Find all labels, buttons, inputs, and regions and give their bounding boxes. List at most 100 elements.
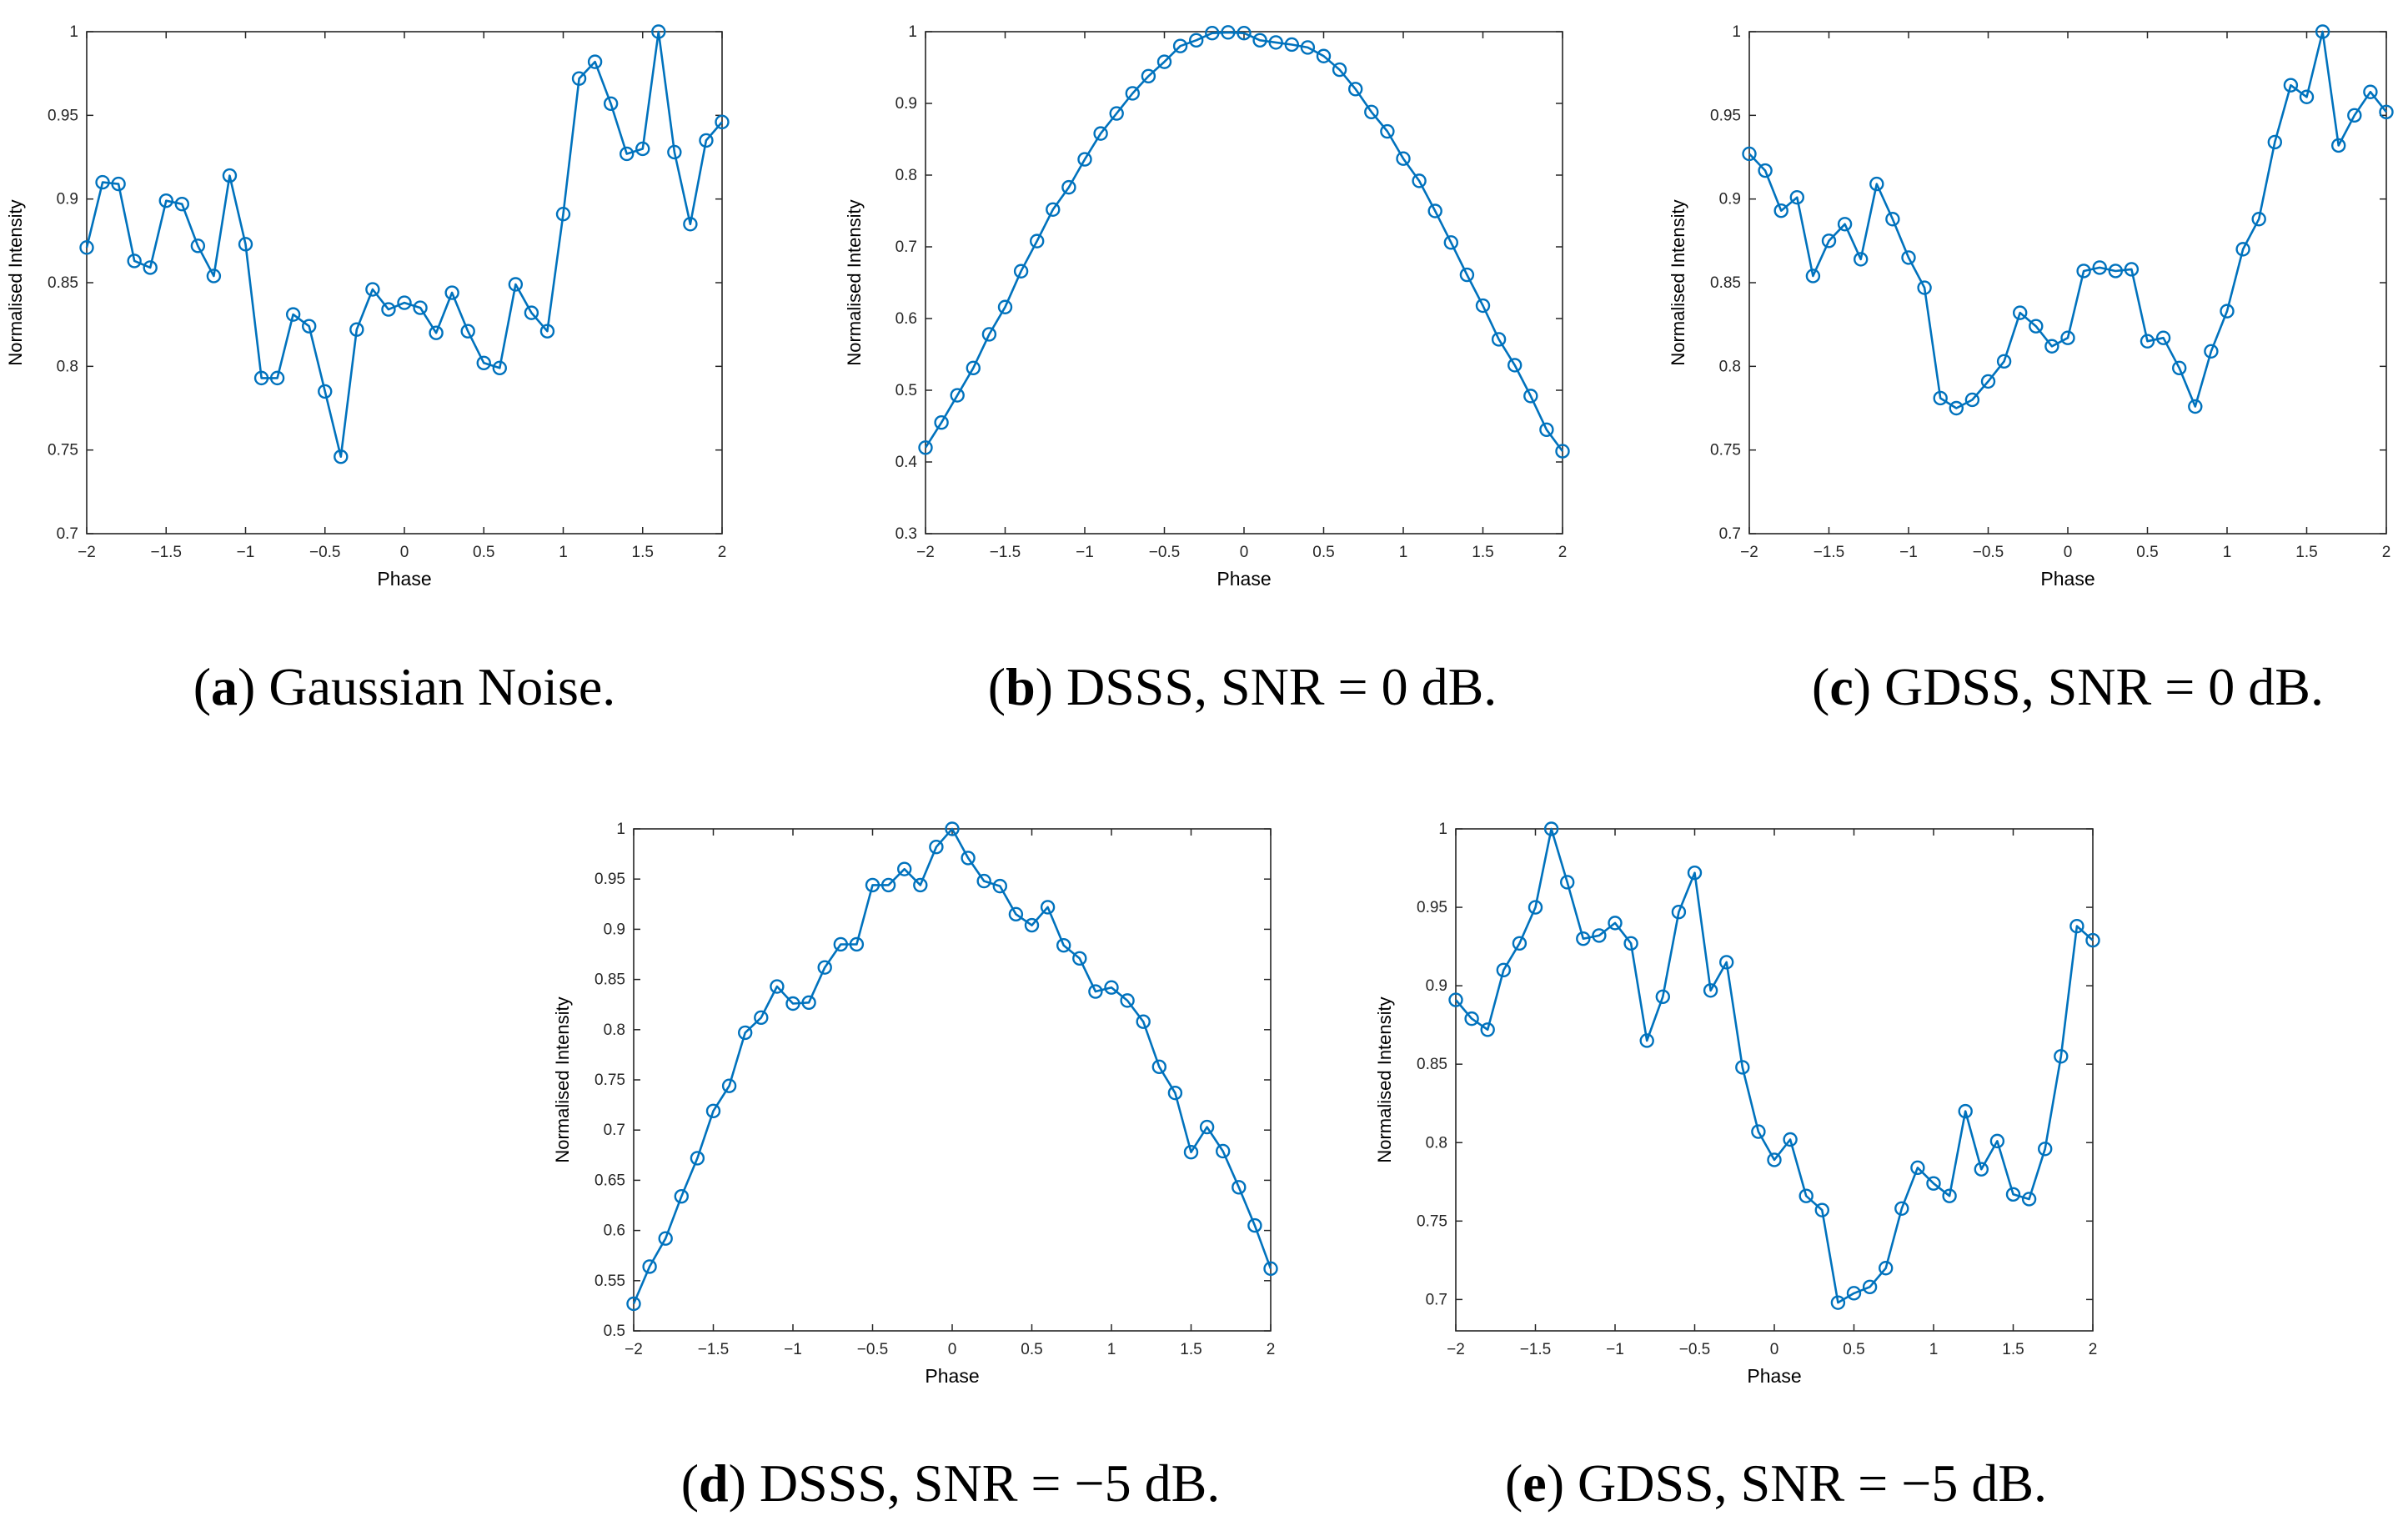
data-point bbox=[2108, 264, 2124, 279]
x-tick-label: −0.5 bbox=[1149, 544, 1181, 561]
y-tick-label: 0.85 bbox=[1710, 274, 1741, 292]
data-point bbox=[1088, 984, 1103, 999]
y-tick-label: 0.8 bbox=[1719, 358, 1741, 375]
x-axis-label: Phase bbox=[2040, 568, 2094, 590]
series-line bbox=[1748, 30, 2388, 409]
data-point bbox=[95, 174, 110, 190]
x-tick-label: −1.5 bbox=[698, 1341, 730, 1358]
data-point bbox=[754, 1010, 769, 1026]
x-tick-label: −1.5 bbox=[1520, 1341, 1552, 1358]
data-point bbox=[929, 839, 944, 855]
panel-caption: (c) GDSS, SNR = 0 dB. bbox=[1812, 657, 2324, 716]
y-tick-label: 0.8 bbox=[57, 358, 78, 375]
data-point bbox=[1742, 146, 1757, 162]
data-point bbox=[1188, 33, 1204, 48]
data-point bbox=[1396, 151, 1411, 166]
x-tick-label: 0 bbox=[1240, 544, 1249, 561]
x-tick-label: −0.5 bbox=[1679, 1341, 1711, 1358]
x-tick-label: 0.5 bbox=[473, 544, 494, 561]
data-point bbox=[2347, 108, 2362, 123]
x-tick-label: −2 bbox=[625, 1341, 643, 1358]
panel-caption: (a) Gaussian Noise. bbox=[193, 657, 616, 716]
data-point bbox=[1109, 106, 1124, 121]
x-tick-label: 1.5 bbox=[1472, 544, 1493, 561]
data-point bbox=[1263, 1261, 1278, 1277]
data-point bbox=[981, 327, 997, 342]
data-point bbox=[334, 449, 349, 464]
x-tick-label: 2 bbox=[1558, 544, 1568, 561]
data-point bbox=[2044, 339, 2059, 354]
y-tick-label: 0.75 bbox=[1417, 1212, 1447, 1230]
data-point bbox=[2188, 399, 2203, 414]
data-point bbox=[1237, 26, 1252, 41]
x-tick-label: −1.5 bbox=[990, 544, 1021, 561]
y-tick-label: 0.8 bbox=[1426, 1134, 1447, 1152]
data-point bbox=[253, 370, 269, 386]
y-tick-label: 0.5 bbox=[895, 382, 917, 399]
data-point bbox=[950, 388, 965, 403]
data-point bbox=[918, 440, 933, 455]
data-point bbox=[1655, 989, 1671, 1004]
data-point bbox=[705, 1103, 721, 1119]
data-point bbox=[1910, 1160, 1925, 1176]
data-point bbox=[1215, 1143, 1231, 1159]
x-tick-label: 0 bbox=[2064, 544, 2073, 561]
x-tick-label: 0.5 bbox=[1312, 544, 1334, 561]
data-point bbox=[1332, 62, 1347, 78]
data-point bbox=[1364, 104, 1379, 120]
data-point bbox=[2085, 932, 2100, 948]
data-point bbox=[1942, 1188, 1957, 1203]
x-tick-label: 0.5 bbox=[2136, 544, 2158, 561]
data-point bbox=[1996, 354, 2012, 369]
data-point bbox=[1821, 233, 1837, 248]
data-point bbox=[997, 299, 1013, 314]
series-line bbox=[632, 827, 1272, 1305]
data-point bbox=[1528, 900, 1543, 915]
y-tick-label: 0.9 bbox=[604, 921, 625, 938]
x-tick-label: 1 bbox=[2223, 544, 2232, 561]
caption-text: ) GDSS, SNR = −5 dB. bbox=[1547, 1453, 2047, 1513]
data-point bbox=[1151, 1059, 1167, 1075]
y-axis-label: Normalised Intensity bbox=[552, 996, 573, 1162]
axes-box bbox=[1748, 31, 2387, 535]
data-point bbox=[849, 936, 865, 952]
data-point bbox=[2092, 260, 2107, 275]
x-tick-label: 1.5 bbox=[2295, 544, 2317, 561]
data-point bbox=[238, 237, 253, 252]
data-point bbox=[413, 300, 428, 315]
data-point bbox=[1104, 980, 1119, 995]
x-tick-label: 0 bbox=[948, 1341, 957, 1358]
x-tick-label: 2 bbox=[1267, 1341, 1276, 1358]
panel-e: −2 −1.5 −1 −0.5 0 0.5 1 1.5 2 0.7 0.75 0.8 0.85 0.9 0.… bbox=[1374, 821, 2100, 1513]
data-point bbox=[206, 269, 222, 284]
data-point bbox=[1448, 992, 1463, 1007]
data-point bbox=[1412, 173, 1427, 188]
x-tick-label: −2 bbox=[1740, 544, 1758, 561]
x-tick-label: 1.5 bbox=[1180, 1341, 1201, 1358]
data-point bbox=[817, 960, 832, 975]
x-tick-label: −0.5 bbox=[1973, 544, 2004, 561]
panel-a: −2 −1.5 −1 −0.5 0 0.5 1 1.5 2 0.7 0.75 0.8 0.85 0.9 0.… bbox=[5, 23, 730, 716]
data-point bbox=[2330, 138, 2346, 153]
caption-letter: a bbox=[211, 657, 238, 716]
y-tick-label: 0.8 bbox=[604, 1022, 625, 1039]
data-point bbox=[1056, 937, 1071, 953]
data-point bbox=[1773, 203, 1788, 218]
x-axis-label: Phase bbox=[377, 568, 431, 590]
data-point bbox=[667, 144, 682, 160]
y-tick-label: 0.9 bbox=[1719, 191, 1741, 208]
data-point bbox=[1029, 233, 1045, 248]
data-point bbox=[492, 360, 507, 376]
data-point bbox=[2005, 1187, 2021, 1202]
data-point bbox=[539, 324, 555, 339]
y-tick-label: 0.85 bbox=[1417, 1056, 1447, 1073]
data-point bbox=[1141, 68, 1156, 84]
data-point bbox=[2076, 264, 2091, 279]
data-point bbox=[1805, 269, 1821, 284]
data-point bbox=[1443, 235, 1459, 250]
y-tick-label: 0.7 bbox=[1426, 1291, 1447, 1308]
data-point bbox=[285, 307, 301, 322]
caption-open-paren: ( bbox=[193, 657, 211, 716]
x-tick-label: 0.5 bbox=[1021, 1341, 1042, 1358]
data-point bbox=[1008, 906, 1024, 922]
